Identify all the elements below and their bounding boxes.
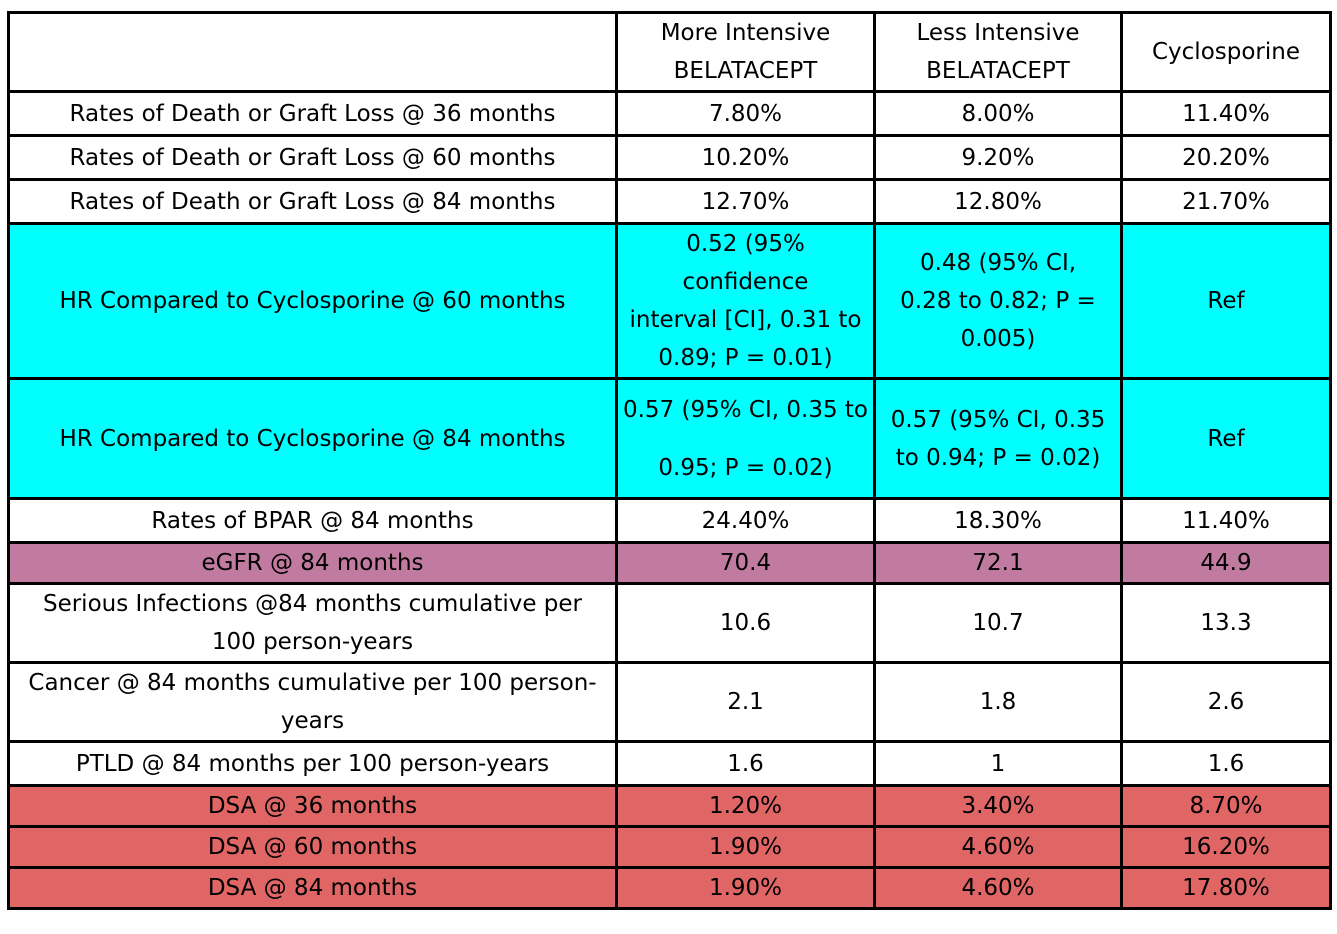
row-label: Serious Infections @84 months cumulative… (7, 582, 618, 664)
cell-more-intensive: 1.20% (615, 784, 876, 828)
row-label: DSA @ 60 months (7, 825, 618, 869)
cell-line: 0.95; P = 0.02) (658, 454, 833, 481)
cell-less-intensive: 3.40% (873, 784, 1123, 828)
cell-less-intensive: 10.7 (873, 582, 1123, 664)
table-row: Cancer @ 84 months cumulative per 100 pe… (7, 661, 1332, 743)
cell-more-intensive: 24.40% (615, 497, 876, 544)
header-less-intensive-line-2: BELATACEPT (926, 58, 1070, 84)
cell-cyclosporine: 2.6 (1120, 661, 1332, 743)
cell-cyclosporine: 13.3 (1120, 582, 1332, 664)
table-row: Rates of Death or Graft Loss @ 84 months… (7, 178, 1332, 225)
cell-line: 0.52 (95% (686, 231, 805, 257)
cell-line: 0.28 to 0.82; P = (900, 288, 1096, 314)
cell-line: 0.89; P = 0.01) (658, 345, 833, 371)
cell-more-intensive: 10.6 (615, 582, 876, 664)
cell-less-intensive: 72.1 (873, 541, 1123, 585)
cell-less-intensive: 12.80% (873, 178, 1123, 225)
cell-less-intensive: 0.57 (95% CI, 0.35 to 0.94; P = 0.02) (873, 377, 1123, 500)
row-label-line: years (280, 708, 345, 734)
row-label-line: Cancer @ 84 months cumulative per 100 pe… (28, 670, 597, 696)
row-label: Rates of Death or Graft Loss @ 60 months (7, 134, 618, 181)
cell-cyclosporine: 17.80% (1120, 866, 1332, 910)
cell-more-intensive: 0.57 (95% CI, 0.35 to 0.95; P = 0.02) (615, 377, 876, 500)
header-more-intensive: More Intensive BELATACEPT (615, 11, 876, 93)
cell-cyclosporine: 44.9 (1120, 541, 1332, 585)
row-label: PTLD @ 84 months per 100 person-years (7, 740, 618, 787)
cell-more-intensive: 1.90% (615, 866, 876, 910)
table-row: eGFR @ 84 months 70.4 72.1 44.9 (7, 541, 1332, 585)
cell-line: 0.48 (95% CI, (919, 250, 1077, 276)
cell-less-intensive: 9.20% (873, 134, 1123, 181)
table-row: Rates of Death or Graft Loss @ 36 months… (7, 90, 1332, 137)
header-more-intensive-line-2: BELATACEPT (673, 58, 818, 84)
cell-line: confidence (682, 269, 809, 295)
cell-less-intensive: 4.60% (873, 825, 1123, 869)
cell-more-intensive: 0.52 (95% confidence interval [CI], 0.31… (615, 222, 876, 380)
cell-less-intensive: 4.60% (873, 866, 1123, 910)
row-label: HR Compared to Cyclosporine @ 60 months (7, 222, 618, 380)
table-row: Rates of Death or Graft Loss @ 60 months… (7, 134, 1332, 181)
header-corner-cell (7, 11, 618, 93)
table-row: DSA @ 84 months 1.90% 4.60% 17.80% (7, 866, 1332, 910)
cell-line: 0.57 (95% CI, 0.35 (890, 406, 1106, 433)
cell-less-intensive: 0.48 (95% CI, 0.28 to 0.82; P = 0.005) (873, 222, 1123, 380)
cell-cyclosporine: 21.70% (1120, 178, 1332, 225)
cell-more-intensive: 2.1 (615, 661, 876, 743)
cell-cyclosporine: Ref (1120, 222, 1332, 380)
cell-more-intensive: 1.90% (615, 825, 876, 869)
table-row: HR Compared to Cyclosporine @ 60 months … (7, 222, 1332, 380)
header-cyclosporine: Cyclosporine (1120, 11, 1332, 93)
header-row: More Intensive BELATACEPT Less Intensive… (7, 11, 1332, 93)
header-more-intensive-line-1: More Intensive (660, 20, 831, 46)
table-row: DSA @ 36 months 1.20% 3.40% 8.70% (7, 784, 1332, 828)
cell-line: interval [CI], 0.31 to (629, 307, 862, 333)
row-label: eGFR @ 84 months (7, 541, 618, 585)
cell-line: to 0.94; P = 0.02) (895, 444, 1101, 471)
row-label: Rates of BPAR @ 84 months (7, 497, 618, 544)
cell-line: 0.005) (960, 326, 1036, 352)
cell-more-intensive: 10.20% (615, 134, 876, 181)
row-label: Cancer @ 84 months cumulative per 100 pe… (7, 661, 618, 743)
row-label: Rates of Death or Graft Loss @ 84 months (7, 178, 618, 225)
cell-cyclosporine: Ref (1120, 377, 1332, 500)
table-row: HR Compared to Cyclosporine @ 84 months … (7, 377, 1332, 500)
header-less-intensive-line-1: Less Intensive (916, 20, 1080, 46)
table-row: Serious Infections @84 months cumulative… (7, 582, 1332, 664)
cell-less-intensive: 18.30% (873, 497, 1123, 544)
cell-cyclosporine: 1.6 (1120, 740, 1332, 787)
row-label: HR Compared to Cyclosporine @ 84 months (7, 377, 618, 500)
cell-less-intensive: 8.00% (873, 90, 1123, 137)
cell-more-intensive: 12.70% (615, 178, 876, 225)
row-label-line: 100 person-years (211, 629, 414, 655)
cell-cyclosporine: 11.40% (1120, 497, 1332, 544)
cell-less-intensive: 1 (873, 740, 1123, 787)
cell-cyclosporine: 8.70% (1120, 784, 1332, 828)
row-label-line: Serious Infections @84 months cumulative… (42, 591, 583, 617)
header-less-intensive: Less Intensive BELATACEPT (873, 11, 1123, 93)
results-table: More Intensive BELATACEPT Less Intensive… (7, 11, 1332, 910)
row-label: DSA @ 84 months (7, 866, 618, 910)
row-label: Rates of Death or Graft Loss @ 36 months (7, 90, 618, 137)
cell-more-intensive: 7.80% (615, 90, 876, 137)
row-label: DSA @ 36 months (7, 784, 618, 828)
cell-line: 0.57 (95% CI, 0.35 to (622, 396, 868, 423)
cell-cyclosporine: 11.40% (1120, 90, 1332, 137)
table-row: Rates of BPAR @ 84 months 24.40% 18.30% … (7, 497, 1332, 544)
table-row: DSA @ 60 months 1.90% 4.60% 16.20% (7, 825, 1332, 869)
cell-more-intensive: 1.6 (615, 740, 876, 787)
cell-cyclosporine: 16.20% (1120, 825, 1332, 869)
cell-less-intensive: 1.8 (873, 661, 1123, 743)
cell-more-intensive: 70.4 (615, 541, 876, 585)
cell-cyclosporine: 20.20% (1120, 134, 1332, 181)
table-row: PTLD @ 84 months per 100 person-years 1.… (7, 740, 1332, 787)
